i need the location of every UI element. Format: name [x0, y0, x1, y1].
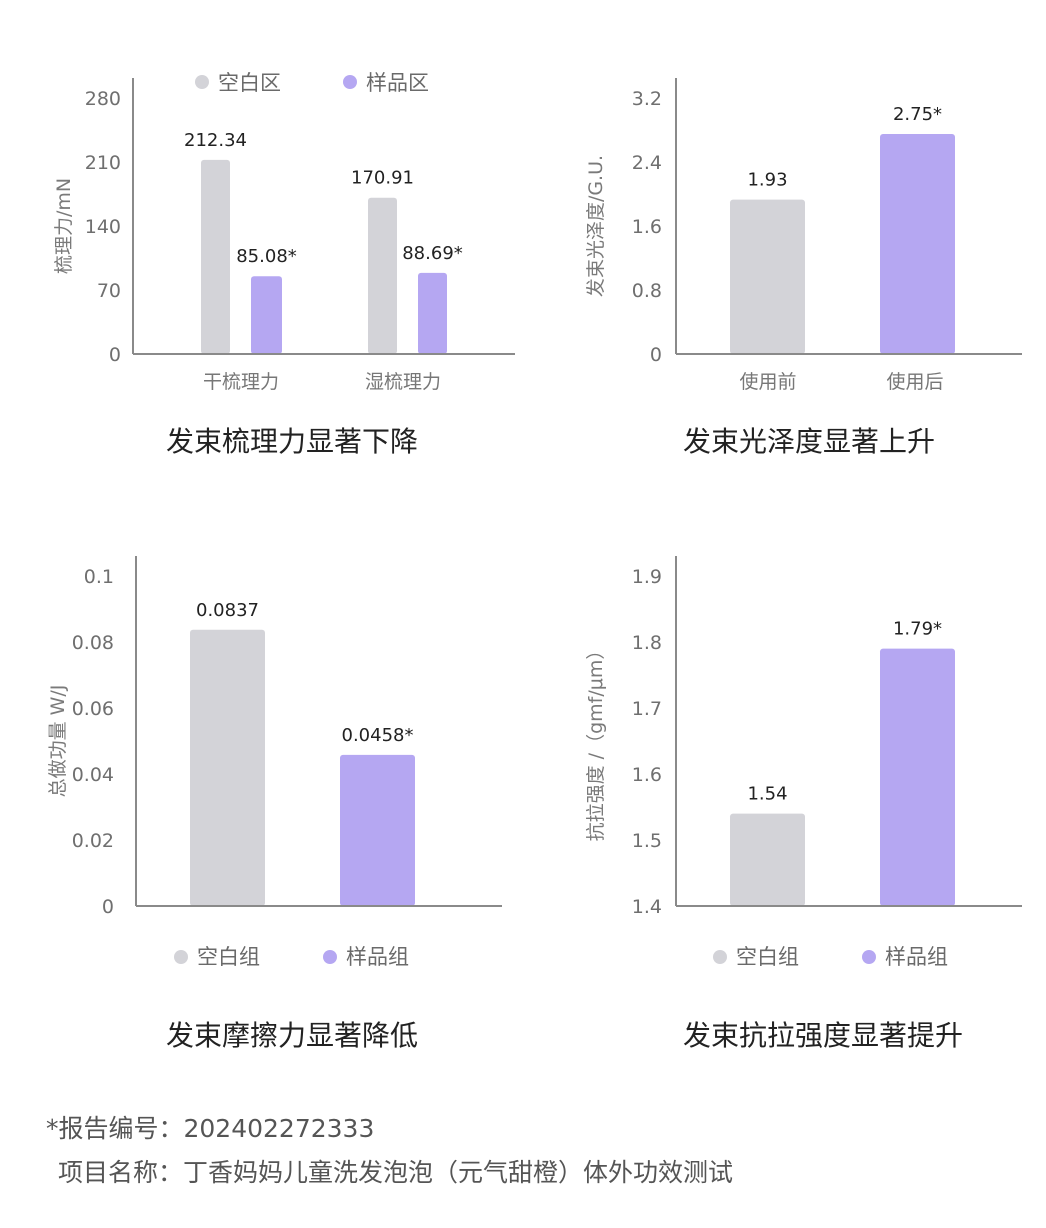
chart1-legend-marker [195, 75, 209, 89]
chart3-y-tick-label: 0.04 [72, 764, 114, 786]
chart1-legend-label: 空白区 [218, 71, 281, 95]
chart1-bar-s2-1 [251, 276, 282, 354]
chart2-y-tick-label: 0.8 [632, 280, 662, 302]
chart4-y-tick-label: 1.7 [632, 698, 662, 720]
chart2-y-tick-label: 1.6 [632, 216, 662, 238]
chart1-legend-label: 样品区 [366, 71, 429, 95]
chart1-y-tick-label: 210 [85, 152, 121, 174]
chart1-y-tick-label: 70 [97, 280, 121, 302]
chart3-bar-1 [190, 629, 265, 906]
chart3-legend-label: 样品组 [346, 945, 409, 969]
chart1-title: 发束梳理力显著下降 [166, 425, 419, 458]
chart4-bar-1-value-label: 1.54 [747, 784, 787, 805]
chart3-y-tick-label: 0.02 [72, 830, 114, 852]
chart3-bar-1-value-label: 0.0837 [196, 600, 259, 621]
chart4-legend-label: 样品组 [885, 945, 948, 969]
chart4-bar-2 [880, 648, 955, 906]
chart1-bar-s1-2 [368, 197, 397, 354]
chart1-legend-marker [343, 75, 357, 89]
chart1-bar-s2-2-value-label: 88.69* [402, 243, 463, 264]
chart1-bar-s1-2-value-label: 170.91 [351, 168, 414, 189]
chart1-bar-s1-1-value-label: 212.34 [184, 130, 247, 151]
chart1-bar-s1-1 [201, 159, 230, 354]
chart4-y-tick-label: 1.5 [632, 830, 662, 852]
chart4-legend-marker [862, 950, 876, 964]
chart3-bar-2 [340, 754, 415, 906]
chart3-legend-marker [323, 950, 337, 964]
chart2-x-tick-label: 使用前 [739, 371, 796, 393]
chart1-y-tick-label: 0 [109, 344, 121, 366]
chart4-legend-label: 空白组 [736, 945, 799, 969]
chart1-y-tick-label: 140 [85, 216, 121, 238]
chart1-y-tick-label: 280 [85, 88, 121, 110]
chart3-y-axis-label: 总做功量 W/J [47, 685, 69, 798]
chart1-x-tick-label: 干梳理力 [203, 371, 279, 393]
chart4-bar-1 [730, 813, 805, 906]
chart4-y-tick-label: 1.4 [632, 896, 662, 918]
report-number: *报告编号：202402272333 [46, 1114, 375, 1143]
project-name: 项目名称：丁香妈妈儿童洗发泡泡（元气甜橙）体外功效测试 [58, 1158, 734, 1187]
chart3-legend-marker [174, 950, 188, 964]
chart4-y-tick-label: 1.8 [632, 632, 662, 654]
chart2-x-tick-label: 使用后 [886, 371, 943, 393]
chart2-title: 发束光泽度显著上升 [683, 425, 936, 458]
chart1-bar-s2-2 [418, 272, 447, 354]
chart2-y-axis-label: 发束光泽度/G.U. [585, 155, 607, 297]
chart4-bar-2-value-label: 1.79* [893, 619, 942, 640]
chart2-y-tick-label: 0 [650, 344, 662, 366]
chart4-title: 发束抗拉强度显著提升 [683, 1019, 964, 1052]
chart1-bar-s2-1-value-label: 85.08* [236, 246, 297, 267]
chart2-y-tick-label: 2.4 [632, 152, 662, 174]
chart3-y-tick-label: 0.08 [72, 632, 114, 654]
chart3-bar-2-value-label: 0.0458* [342, 725, 414, 746]
chart3-legend-label: 空白组 [197, 945, 260, 969]
chart1-y-axis-label: 梳理力/mN [53, 178, 75, 274]
chart3-title: 发束摩擦力显著降低 [166, 1019, 419, 1052]
chart4-y-tick-label: 1.9 [632, 566, 662, 588]
chart4-y-tick-label: 1.6 [632, 764, 662, 786]
chart1-x-tick-label: 湿梳理力 [365, 371, 441, 393]
chart3-y-tick-label: 0 [102, 896, 114, 918]
chart2-y-tick-label: 3.2 [632, 88, 662, 110]
chart2-bar-1 [730, 199, 805, 354]
chart4-legend-marker [713, 950, 727, 964]
chart3-y-tick-label: 0.1 [84, 566, 114, 588]
chart2-bar-2 [880, 134, 955, 354]
chart2-bar-2-value-label: 2.75* [893, 104, 942, 125]
chart3-y-tick-label: 0.06 [72, 698, 114, 720]
chart4-y-axis-label: 抗拉强度 /（gmf/μm） [585, 641, 607, 842]
chart2-bar-1-value-label: 1.93 [747, 170, 787, 191]
